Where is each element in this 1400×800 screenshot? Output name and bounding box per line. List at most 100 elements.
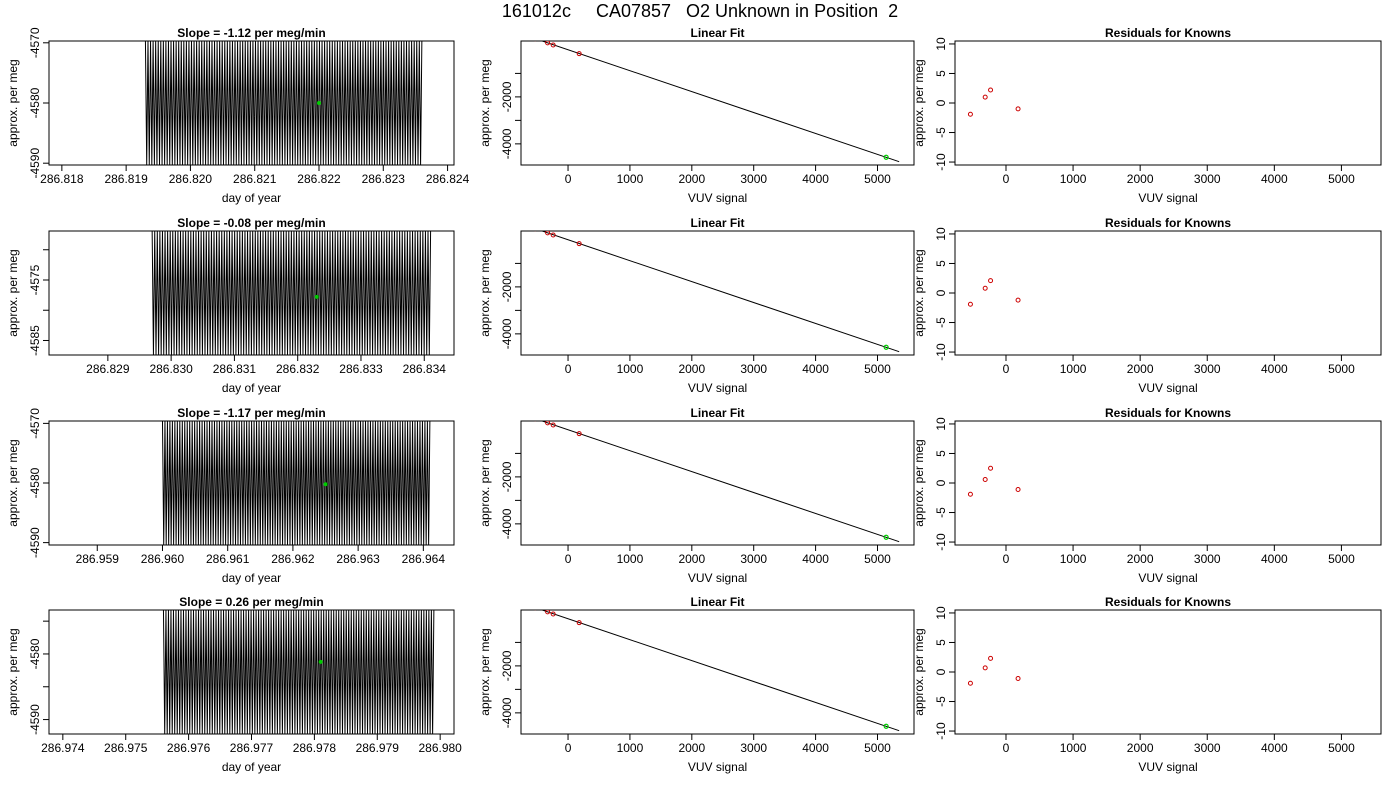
y-tick-label: -4000 [500,128,514,159]
y-axis-label: approx. per meg [6,439,20,526]
y-tick-label: -4590 [28,148,42,179]
panel-title: Residuals for Knowns [1105,216,1231,230]
known-point [982,285,988,291]
mean-marker-point [323,482,328,487]
x-axis-label: day of year [222,381,281,395]
x-tick-label: 0 [565,741,572,755]
plot-frame [520,40,915,166]
x-axis-label: VUV signal [1138,191,1197,205]
y-tick-label: -4580 [28,87,42,118]
x-tick-label: 286.830 [149,362,193,376]
x-tick-label: 5000 [864,362,891,376]
known-point [1015,486,1021,492]
chart-panel-3-3: Residuals for Knowns 0 1000 2000 3000 4000 500… [912,406,1382,585]
unknown-point [883,534,889,540]
y-axis-label: approx. per meg [912,59,926,146]
y-tick-label: -4570 [28,408,42,439]
y-axis-label: approx. per meg [6,249,20,336]
x-tick-label: 286.833 [339,362,383,376]
x-tick-label: 286.834 [403,362,447,376]
x-tick-label: 286.979 [356,741,400,755]
x-axis-label: day of year [222,191,281,205]
x-tick-label: 1000 [1060,362,1087,376]
y-axis-label: approx. per meg [478,628,492,715]
data-series-line [144,41,423,165]
fit-line [540,610,900,732]
y-tick-label: -4000 [500,318,514,349]
x-tick-label: 286.820 [169,172,213,186]
x-tick-label: 286.976 [167,741,211,755]
chart-panel-4-2: Linear Fit 0 1000 2000 3000 4000 5000 -4000 -200… [478,595,915,774]
known-point [982,476,988,482]
panel-title: Slope = 0.26 per meg/min [179,595,323,609]
mean-marker-point [318,659,323,664]
data-series-line [151,231,432,355]
y-tick-label: -5 [934,317,948,328]
x-tick-label: 286.819 [104,172,148,186]
x-tick-label: 3000 [740,741,767,755]
y-tick-label: -4575 [28,264,42,295]
plot-frame [954,230,1382,356]
x-tick-label: 5000 [864,741,891,755]
plot-area [151,231,432,355]
y-tick-label: -10 [934,153,948,171]
x-tick-label: 286.964 [402,552,446,566]
x-tick-label: 2000 [678,172,705,186]
known-point [534,231,537,232]
chart-panel-1-1: Slope = -1.12 per meg/min 286.818 286.819 2… [6,26,470,205]
known-point [967,301,973,307]
chart-panel-1-2: Linear Fit 0 1000 2000 3000 4000 5000 -4000 -200… [478,26,915,205]
x-tick-label: 3000 [740,362,767,376]
x-axis-label: VUV signal [688,760,747,774]
x-tick-label: 5000 [1328,552,1355,566]
panel-title: Slope = -1.12 per meg/min [177,26,325,40]
known-point [534,421,537,422]
y-tick-label: -2000 [500,461,514,492]
fit-line [540,41,900,163]
y-tick-label: -10 [934,533,948,551]
chart-panel-3-2: Linear Fit 0 1000 2000 3000 4000 5000 -4000 -200… [478,406,915,585]
x-tick-label: 2000 [1127,552,1154,566]
y-tick-label: -4570 [28,27,42,58]
x-tick-label: 4000 [1261,172,1288,186]
x-tick-label: 3000 [740,172,767,186]
plot-frame [520,230,915,356]
x-tick-label: 286.959 [76,552,120,566]
known-point [1015,297,1021,303]
y-tick-label: -4580 [28,638,42,669]
x-tick-label: 286.829 [86,362,130,376]
x-tick-label: 286.821 [233,172,277,186]
unknown-point [883,344,889,350]
known-point [982,94,988,100]
x-tick-label: 286.823 [362,172,406,186]
known-point [550,422,556,428]
x-tick-label: 1000 [617,172,644,186]
x-tick-label: 286.978 [293,741,337,755]
panel-title: Slope = -1.17 per meg/min [177,406,325,420]
known-point [967,491,973,497]
y-tick-label: -4590 [28,527,42,558]
x-tick-label: 4000 [802,362,829,376]
plot-frame [954,40,1382,166]
x-axis-label: day of year [222,571,281,585]
x-tick-label: 2000 [1127,172,1154,186]
known-point [1015,675,1021,681]
known-point [982,665,988,671]
x-tick-label: 4000 [802,552,829,566]
mean-marker-point [317,101,321,105]
x-tick-label: 4000 [1261,362,1288,376]
known-point [988,655,994,661]
plot-area [534,421,900,543]
plot-frame [954,420,1382,546]
y-tick-label: -4590 [28,704,42,735]
y-tick-label: -10 [934,722,948,740]
chart-panel-4-1: Slope = 0.26 per meg/min 286.974 286.975 28… [6,595,462,774]
x-tick-label: 0 [565,362,572,376]
x-tick-label: 1000 [1060,172,1087,186]
x-axis-label: VUV signal [1138,381,1197,395]
x-tick-label: 3000 [1194,172,1221,186]
plot-area [144,41,423,165]
x-tick-label: 2000 [678,362,705,376]
known-point [576,241,582,247]
x-tick-label: 0 [1003,362,1010,376]
